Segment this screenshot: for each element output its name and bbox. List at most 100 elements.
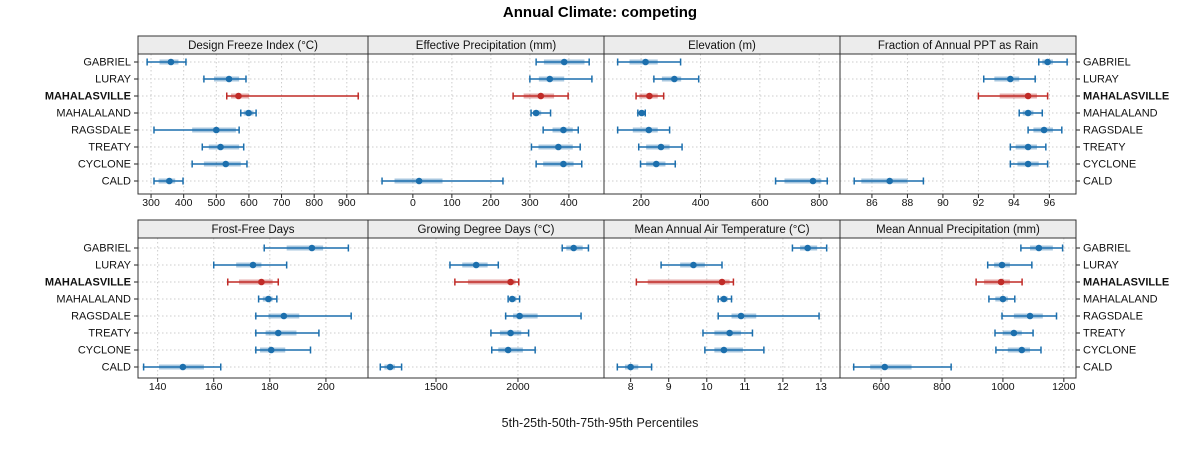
series-gabriel (1037, 58, 1068, 66)
panel-border (137, 237, 369, 379)
series-luray (986, 261, 1033, 269)
median-dot (671, 75, 678, 83)
panel-header-label: Mean Annual Precipitation (mm) (876, 224, 1040, 236)
site-label-right-treaty: TREATY (1083, 142, 1126, 154)
series-cald (774, 177, 828, 185)
x-axis-tick-label: 9 (666, 381, 672, 393)
median-dot (998, 261, 1006, 269)
median-dot (222, 160, 230, 168)
median-dot (1007, 75, 1014, 83)
median-dot (258, 278, 265, 286)
panel-mean-annual-precipitation-mm: 600 800 1000 1200 Mean Annual Precipitation … (839, 219, 1080, 393)
series-treaty (530, 143, 581, 151)
series-cyclone (255, 346, 312, 354)
site-label-right-cald: CALD (1083, 362, 1112, 374)
median-dot (809, 177, 817, 185)
median-dot (560, 126, 567, 134)
series-cyclone (639, 160, 676, 168)
panel-mean-annual-air-temperature-c: 8 9 10 11 12 13 Mean Annual Air Temperature (°… (603, 219, 841, 393)
x-axis-tick-label: 400 (560, 197, 578, 209)
median-dot (532, 109, 540, 117)
series-cald (852, 363, 952, 371)
series-mahalasville (227, 278, 279, 286)
median-dot (1026, 312, 1034, 320)
median-dot (1024, 92, 1032, 100)
site-label-right-cyclone: CYCLONE (1083, 159, 1136, 171)
panel-growing-degree-days-c: 1500 2000 Growing Degree Days (°C) (367, 219, 605, 393)
x-axis-tick-label: 12 (777, 381, 789, 393)
x-axis-tick-label: 0 (410, 197, 416, 209)
x-axis-tick-label: 400 (175, 197, 193, 209)
series-gabriel (1020, 244, 1064, 252)
series-luray (653, 75, 700, 83)
series-cyclone (490, 346, 536, 354)
series-gabriel (616, 58, 682, 66)
x-axis-tick-label: 11 (739, 381, 750, 393)
panel-border (603, 53, 841, 195)
median-dot (652, 160, 660, 168)
series-ragsdale (153, 126, 240, 134)
site-label-left-cald: CALD (102, 176, 131, 188)
series-ragsdale (504, 312, 582, 320)
site-label-left-mahalaland: MAHALALAND (56, 294, 131, 306)
median-dot (555, 143, 562, 151)
x-axis-tick-label: 100 (443, 197, 461, 209)
x-axis-tick-label: 600 (751, 197, 769, 209)
panel-border (839, 237, 1077, 379)
series-cyclone (995, 346, 1042, 354)
x-axis-tick-label: 300 (142, 197, 160, 209)
median-dot (537, 92, 545, 100)
site-label-left-gabriel: GABRIEL (83, 57, 131, 69)
x-axis-tick-label: 800 (810, 197, 828, 209)
panel-header-label: Frost-Free Days (211, 224, 294, 236)
site-label-left-ragsdale: RAGSDALE (71, 125, 131, 137)
median-dot (1024, 143, 1032, 151)
x-axis-tick-label: 300 (521, 197, 539, 209)
series-mahalaland (507, 295, 521, 303)
series-cald (853, 177, 925, 185)
median-dot (560, 160, 567, 168)
panel-fraction-of-annual-ppt-as-rain: 86 88 90 92 94 96 Fraction of Annual PPT as Ra… (839, 35, 1080, 209)
median-dot (718, 278, 726, 286)
site-label-right-ragsdale: RAGSDALE (1083, 125, 1143, 137)
median-dot (507, 329, 514, 337)
site-label-left-gabriel: GABRIEL (83, 243, 131, 255)
series-ragsdale (1027, 126, 1063, 134)
series-mahalaland (257, 295, 278, 303)
site-label-right-mahalaland: MAHALALAND (1083, 108, 1158, 120)
site-label-left-ragsdale: RAGSDALE (71, 311, 131, 323)
series-cald (381, 177, 504, 185)
x-axis-tick-label: 1000 (991, 381, 1015, 393)
x-axis-tick-label: 94 (1008, 197, 1020, 209)
median-dot (1010, 329, 1018, 337)
series-mahalaland (530, 109, 552, 117)
median-dot (638, 109, 646, 117)
panel-border (367, 237, 605, 379)
median-dot (627, 363, 634, 371)
median-dot (280, 312, 288, 320)
x-axis-tick-label: 180 (261, 381, 279, 393)
median-dot (508, 295, 516, 303)
series-luray (449, 261, 500, 269)
median-dot (560, 58, 568, 66)
panel-border (137, 53, 369, 195)
series-mahalaland (240, 109, 257, 117)
median-dot (804, 244, 811, 252)
site-label-left-mahalaland: MAHALALAND (56, 108, 131, 120)
panel-border (603, 237, 841, 379)
series-luray (203, 75, 247, 83)
median-dot (1044, 58, 1051, 66)
site-label-left-cyclone: CYCLONE (78, 159, 131, 171)
median-dot (507, 278, 514, 286)
x-axis-tick-label: 10 (701, 381, 713, 393)
series-treaty (994, 329, 1034, 337)
panel-frost-free-days: 140 160 180 200 Frost-Free Days (134, 219, 369, 393)
series-mahalasville (635, 278, 735, 286)
median-dot (504, 346, 512, 354)
series-ragsdale (255, 312, 352, 320)
median-dot (642, 58, 649, 66)
panel-design-freeze-index-c: 300 400 500 600 700 800 900 Design Freeze Index… (134, 35, 369, 209)
site-label-left-cald: CALD (102, 362, 131, 374)
chart-title: Annual Climate: competing (502, 4, 698, 21)
